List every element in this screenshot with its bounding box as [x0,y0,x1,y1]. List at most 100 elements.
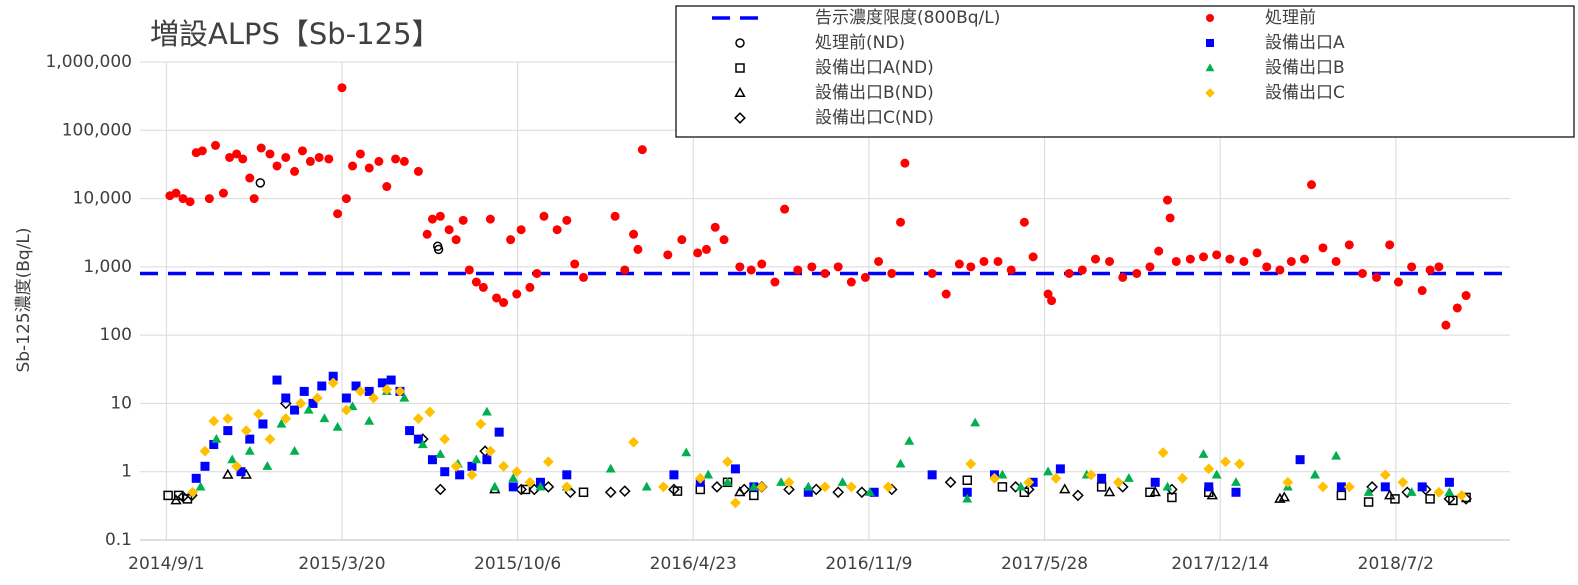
point [489,481,500,491]
point [264,433,276,445]
point [1363,497,1374,507]
point [374,156,384,166]
x-tick-label: 2016/4/23 [650,554,737,574]
point [382,182,392,192]
point [223,426,233,436]
point [1307,180,1317,190]
point [272,375,282,385]
point [1433,486,1445,498]
point [413,166,423,176]
x-tick-label: 2017/12/14 [1171,554,1269,574]
point [711,481,723,493]
point [944,476,957,489]
point [1009,481,1022,493]
point [256,143,266,153]
point [317,381,327,391]
point [222,413,234,424]
point [846,277,856,287]
point [1047,296,1057,306]
point [1022,483,1035,496]
point [1397,476,1409,488]
point [810,483,823,496]
point [605,463,616,473]
point [1417,286,1427,296]
point [319,413,330,423]
legend-swatch [735,38,745,48]
point [1220,456,1231,468]
point [290,405,300,415]
point [552,225,562,235]
point [225,152,235,162]
point [770,277,780,287]
point [578,487,589,498]
point [1177,472,1188,484]
point [722,477,733,486]
legend-label: 設備出口C [1265,83,1345,103]
point [1145,262,1155,272]
point [191,473,201,483]
point [1434,262,1444,272]
point [561,481,573,493]
point [245,173,255,183]
point [864,487,875,496]
point [471,454,482,464]
x-tick-label: 2018/7/2 [1358,554,1434,574]
point [381,384,393,395]
point [290,166,300,176]
point [1154,246,1164,256]
point [962,475,973,485]
point [163,490,173,501]
point [295,398,307,409]
point [663,250,673,260]
point [1278,491,1290,502]
point [833,262,843,272]
point [1165,213,1175,223]
point [478,282,488,292]
point [427,455,437,465]
point [719,235,729,245]
point [562,470,572,480]
point [451,235,461,245]
point [1379,469,1391,481]
point [249,194,259,204]
point [1171,256,1181,266]
point [803,487,813,497]
point [281,393,291,403]
point [399,156,409,166]
point [1149,486,1161,497]
point [178,194,188,204]
point [1023,476,1035,488]
point [471,277,481,287]
point [405,426,415,436]
point [1085,469,1097,481]
y-tick-label: 10 [110,393,132,413]
point [669,470,679,480]
point [783,483,795,496]
point [417,439,428,449]
point [629,229,639,239]
point [1407,262,1417,272]
point [200,461,210,471]
point [218,188,228,198]
point [1444,487,1455,496]
point [1343,481,1355,493]
point [258,419,268,429]
point [435,449,446,458]
point [783,476,795,488]
point [658,481,669,493]
point [989,472,1000,484]
point [874,256,884,266]
point [1145,487,1155,498]
point [368,392,380,404]
point [997,482,1008,492]
point [364,415,375,425]
point [245,434,255,444]
point [262,461,273,470]
point [677,235,687,245]
point [1206,489,1218,500]
point [280,413,292,424]
point [1425,265,1435,275]
point [255,178,266,188]
point [450,460,462,472]
point [466,469,478,481]
